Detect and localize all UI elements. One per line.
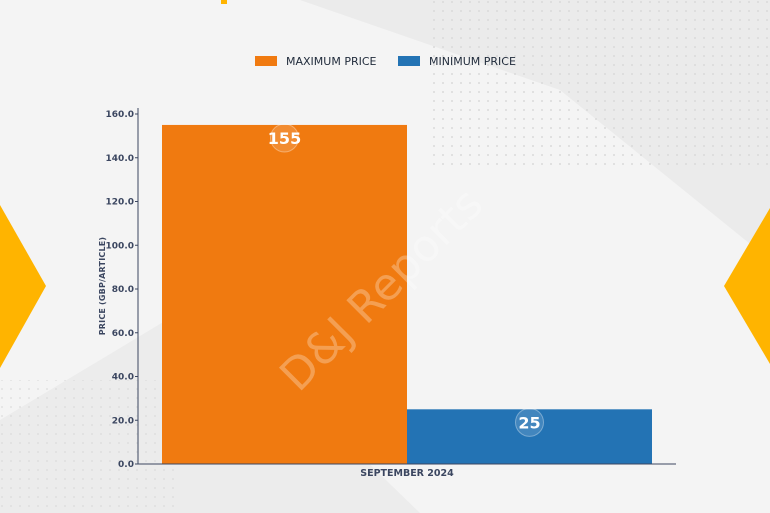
legend: MAXIMUM PRICE MINIMUM PRICE <box>255 55 516 68</box>
bar-maximum-price <box>162 124 407 464</box>
right-accent-shape <box>724 208 770 364</box>
y-tick-label: 160.0 <box>106 110 134 120</box>
y-tick-label: 40.0 <box>112 373 134 383</box>
legend-label-minimum: MINIMUM PRICE <box>429 55 516 68</box>
legend-label-maximum: MAXIMUM PRICE <box>286 55 377 68</box>
data-label: 155 <box>268 129 301 148</box>
top-accent-shape <box>221 0 227 4</box>
data-label: 25 <box>518 413 540 432</box>
y-tick-label: 20.0 <box>112 416 134 426</box>
y-tick-label: 0.0 <box>118 460 134 470</box>
left-accent-shape <box>0 205 46 368</box>
y-tick-label: 80.0 <box>112 285 134 295</box>
data-label-badge <box>270 123 299 153</box>
legend-swatch-maximum <box>255 56 277 66</box>
data-label-badge <box>515 407 544 437</box>
y-tick-label: 100.0 <box>106 241 134 251</box>
bar-minimum-price <box>407 409 652 464</box>
bars: 155 25 <box>162 123 652 464</box>
y-tick-label: 140.0 <box>106 154 134 164</box>
legend-swatch-minimum <box>398 56 420 66</box>
y-tick-label: 60.0 <box>112 329 134 339</box>
y-axis: 0.0 20.0 40.0 60.0 80.0 100.0 120.0 140.0 160.0 <box>106 108 139 470</box>
y-axis-title: PRICE (GBP/ARTICLE) <box>98 237 107 336</box>
x-category-label: SEPTEMBER 2024 <box>360 468 454 479</box>
y-tick-label: 120.0 <box>106 198 134 208</box>
